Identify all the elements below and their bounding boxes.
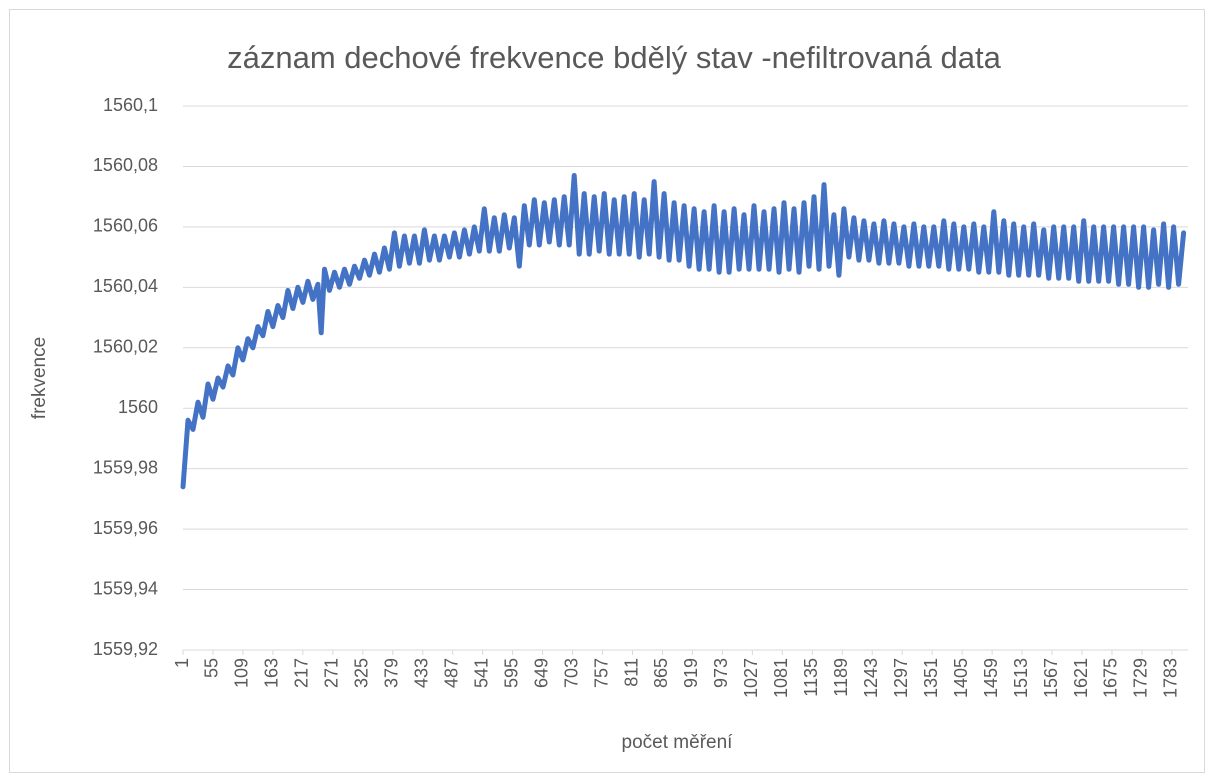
- x-tick-label: 919: [681, 658, 701, 688]
- y-axis-title: frekvence: [29, 337, 50, 419]
- x-tick-label: 541: [471, 658, 491, 688]
- y-tick-label: 1560,06: [93, 216, 158, 236]
- x-tick-label: 163: [262, 658, 282, 688]
- x-tick-label: 1459: [981, 658, 1001, 698]
- y-tick-label: 1559,92: [93, 639, 158, 659]
- x-tick-label: 1729: [1131, 658, 1151, 698]
- y-tick-label: 1560,04: [93, 276, 158, 296]
- x-tick-label: 1675: [1101, 658, 1121, 698]
- x-tick-label: 487: [441, 658, 461, 688]
- y-tick-label: 1559,94: [93, 578, 158, 598]
- x-tick-label: 1783: [1161, 658, 1181, 698]
- y-tick-label: 1560,08: [93, 155, 158, 175]
- chart-title: záznam dechové frekvence bdělý stav -nef…: [227, 40, 1001, 75]
- x-tick-label: 1243: [861, 658, 881, 698]
- y-tick-label: 1559,96: [93, 518, 158, 538]
- x-tick-label: 433: [411, 658, 431, 688]
- x-tick-label: 217: [292, 658, 312, 688]
- x-tick-label: 1297: [891, 658, 911, 698]
- x-tick-label: 1405: [951, 658, 971, 698]
- x-tick-label: 757: [591, 658, 611, 688]
- x-tick-label: 1621: [1071, 658, 1091, 698]
- x-tick-label: 1513: [1011, 658, 1031, 698]
- x-tick-label: 109: [232, 658, 252, 688]
- y-tick-label: 1559,98: [93, 457, 158, 477]
- y-tick-label: 1560: [118, 397, 158, 417]
- x-tick-label: 811: [621, 658, 641, 687]
- x-tick-label: 865: [651, 658, 671, 688]
- y-tick-label: 1560,02: [93, 337, 158, 357]
- x-tick-label: 1567: [1041, 658, 1061, 698]
- x-axis-title: počet měření: [622, 732, 734, 753]
- x-tick-label: 271: [322, 658, 342, 688]
- y-tick-label: 1560,1: [103, 95, 158, 115]
- x-tick-label: 1027: [741, 658, 761, 698]
- x-tick-label: 379: [382, 658, 402, 688]
- x-tick-label: 703: [561, 658, 581, 688]
- x-tick-label: 325: [352, 658, 372, 688]
- data-line: [180, 173, 1187, 490]
- x-tick-label: 1: [172, 658, 192, 668]
- x-tick-label: 1351: [921, 658, 941, 698]
- x-tick-label: 973: [711, 658, 731, 688]
- x-tick-label: 1189: [831, 658, 851, 697]
- x-tick-label: 649: [531, 658, 551, 688]
- x-tick-label: 1135: [801, 658, 821, 697]
- x-tick-label: 1081: [771, 658, 791, 698]
- x-tick-label: 55: [202, 658, 222, 678]
- x-tick-label: 595: [501, 658, 521, 688]
